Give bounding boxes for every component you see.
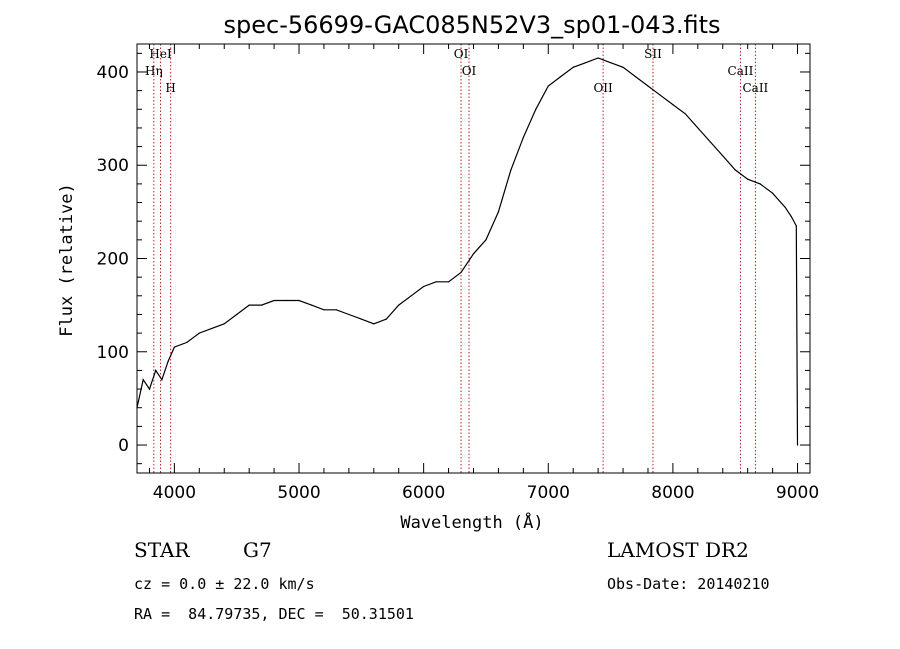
spectrum-point (273, 299, 275, 302)
object-subclass: G7 (243, 538, 272, 562)
y-tick-label: 200 (97, 250, 129, 270)
spectrum-point (310, 304, 313, 306)
spectrum-point (722, 155, 724, 157)
spectrum-point (155, 369, 157, 372)
spectrum-point (572, 66, 574, 68)
spectrum-point (198, 332, 200, 334)
spectrum-point (609, 62, 612, 64)
spectrum-point (142, 379, 144, 381)
spectrum-point (634, 76, 637, 78)
spectrum-point (795, 225, 797, 227)
y-tick-label: 0 (118, 436, 129, 456)
spectrum-point (298, 299, 300, 302)
line-marker-label: CaII (742, 81, 768, 95)
spectrum-point (659, 94, 662, 96)
spectrum-point (497, 211, 500, 213)
spectrum-point (385, 318, 387, 320)
x-tick-label: 6000 (402, 483, 445, 503)
spectrum-point (167, 360, 169, 362)
object-class: STAR (134, 538, 190, 562)
spectrum-point (734, 169, 736, 171)
chart-title: spec-56699-GAC085N52V3_sp01-043.fits (224, 11, 721, 39)
coordinates-info: RA = 84.79735, DEC = 50.31501 (134, 605, 414, 623)
spectrum-point (323, 309, 325, 311)
x-tick-label: 8000 (651, 483, 694, 503)
spectrum-point (360, 318, 362, 320)
line-marker-label: Hη (145, 64, 163, 78)
spectrum-point (485, 239, 487, 241)
line-marker-label: HeI (149, 47, 172, 61)
spectrum-point (622, 66, 624, 68)
spectrum-point (547, 85, 549, 87)
spectrum-point (348, 313, 350, 316)
x-tick-label: 7000 (527, 483, 570, 503)
spectrum-point (373, 323, 375, 325)
spectrum-point (522, 136, 524, 138)
spectrum-point (790, 215, 792, 218)
y-tick-label: 300 (97, 156, 129, 176)
spectrum-point (585, 62, 587, 64)
y-tick-label: 100 (97, 343, 129, 363)
spectrum-point (148, 388, 151, 390)
spectrum-point (560, 76, 562, 78)
y-axis-label: Flux (relative) (57, 183, 77, 337)
spectrum-series (136, 57, 799, 446)
spectrum-point (460, 271, 462, 274)
spectrum-point (410, 295, 412, 297)
spectrum-point (697, 127, 699, 129)
y-tick-label: 400 (97, 63, 129, 83)
spectrum-line (136, 57, 799, 446)
x-axis-label: Wavelength (Å) (400, 511, 543, 533)
x-axis: 4000 5000 6000 7000 8000 9000 (148, 44, 819, 503)
y-axis: 0 100 200 300 400 (97, 52, 810, 465)
spectrum-point (472, 253, 475, 255)
spectrum-point (784, 206, 786, 208)
spectrum-point (535, 108, 537, 110)
spectrum-point (759, 183, 761, 185)
line-marker-label: OII (593, 81, 613, 95)
spectrum-point (248, 304, 250, 306)
spectrum-point (709, 141, 711, 143)
plot-frame (136, 43, 811, 474)
spectrum-point (211, 327, 213, 330)
spectrum-point (161, 379, 163, 381)
spectrum-point (672, 104, 674, 106)
spectrum-point (796, 444, 799, 446)
spectrum-point (173, 346, 175, 348)
line-marker-label: CaII (728, 64, 754, 78)
x-tick-label: 4000 (153, 483, 196, 503)
spectrum-point (447, 281, 450, 283)
spectrum-point (423, 285, 425, 288)
x-tick-label: 9000 (776, 483, 819, 503)
spectrum-point (261, 304, 263, 306)
spectrum-point (684, 113, 686, 115)
spectrum-point (510, 169, 512, 171)
spectrum-point (223, 323, 225, 325)
line-marker-label: OI (454, 47, 469, 61)
spectrum-point (647, 85, 649, 87)
spectrum-point (186, 341, 188, 344)
spectrum-point (772, 192, 774, 194)
line-marker-label: SII (644, 47, 662, 61)
spectrum-point (398, 304, 400, 306)
line-marker-label: H (165, 81, 175, 95)
line-markers: HeI HηH OI OI OII SII CaII CaII (145, 44, 769, 473)
spectrum-point (435, 281, 437, 283)
x-tick-label: 5000 (277, 483, 320, 503)
spectrum-point (747, 178, 749, 180)
redshift-info: cz = 0.0 ± 22.0 km/s (134, 575, 315, 593)
spectrum-point (236, 313, 238, 316)
spectrum-point (597, 57, 599, 59)
spectrum-point (335, 309, 338, 311)
survey-name: LAMOST DR2 (607, 538, 749, 562)
line-marker-label: OI (462, 64, 477, 78)
spectrum-point (285, 299, 288, 302)
observation-date: Obs-Date: 20140210 (607, 575, 770, 593)
